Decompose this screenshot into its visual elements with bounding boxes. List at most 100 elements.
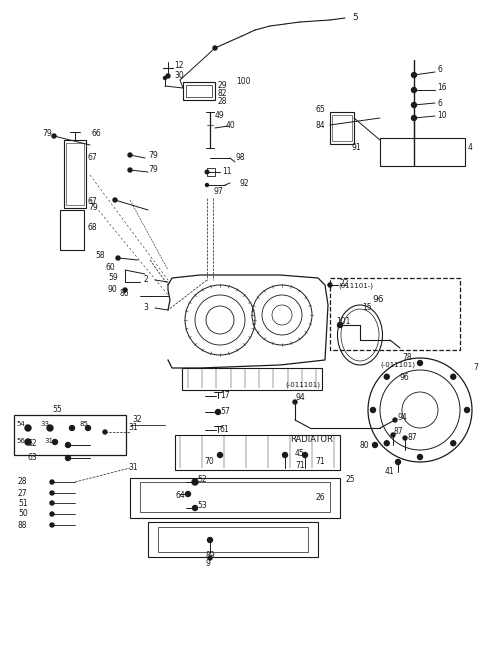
- Circle shape: [384, 441, 389, 446]
- Text: 90: 90: [107, 286, 117, 295]
- Text: 15: 15: [362, 303, 372, 312]
- Text: 50: 50: [18, 510, 28, 519]
- Text: 33: 33: [40, 421, 49, 427]
- Text: 52: 52: [197, 474, 206, 483]
- Text: 27: 27: [18, 489, 28, 498]
- Circle shape: [411, 88, 417, 92]
- Text: 16: 16: [437, 83, 446, 92]
- Text: 89: 89: [205, 552, 215, 561]
- Text: 79: 79: [148, 164, 158, 174]
- Bar: [158, 527, 308, 552]
- Circle shape: [65, 443, 71, 447]
- Circle shape: [50, 501, 54, 505]
- Bar: [183, 82, 215, 100]
- Circle shape: [50, 512, 54, 516]
- Text: 70: 70: [204, 457, 214, 466]
- Text: 60: 60: [105, 263, 115, 272]
- Ellipse shape: [341, 309, 379, 361]
- Text: 101: 101: [336, 318, 350, 326]
- Circle shape: [216, 409, 220, 415]
- Text: 53: 53: [197, 502, 207, 510]
- Text: 88: 88: [18, 521, 27, 529]
- Text: RADIATOR: RADIATOR: [290, 436, 333, 445]
- Text: 17: 17: [220, 392, 229, 400]
- Circle shape: [47, 425, 53, 431]
- Text: 26: 26: [315, 493, 324, 502]
- Text: 68: 68: [88, 223, 97, 233]
- Text: 79: 79: [148, 151, 158, 160]
- Text: 66: 66: [92, 128, 102, 138]
- Bar: [330, 112, 354, 144]
- Circle shape: [205, 183, 208, 187]
- Text: 79: 79: [42, 130, 52, 138]
- Text: 96: 96: [400, 373, 410, 381]
- Bar: [140, 482, 330, 512]
- Circle shape: [328, 283, 332, 287]
- Text: 87: 87: [408, 434, 418, 443]
- Text: (011101-): (011101-): [338, 283, 373, 290]
- Ellipse shape: [337, 305, 383, 365]
- Text: 29: 29: [218, 81, 228, 90]
- Text: 31: 31: [128, 462, 138, 472]
- Text: 82: 82: [218, 88, 228, 98]
- Circle shape: [166, 74, 170, 78]
- Bar: [186, 85, 212, 97]
- Circle shape: [25, 439, 31, 445]
- Bar: [207, 168, 215, 176]
- Text: (-011101): (-011101): [285, 382, 320, 388]
- Circle shape: [50, 480, 54, 484]
- Bar: [64, 140, 86, 208]
- Text: 65: 65: [316, 105, 326, 115]
- Bar: [130, 478, 340, 518]
- Text: 71: 71: [315, 457, 324, 466]
- Circle shape: [192, 506, 197, 510]
- Circle shape: [116, 256, 120, 260]
- Circle shape: [25, 425, 31, 431]
- Circle shape: [396, 460, 400, 464]
- Circle shape: [418, 360, 422, 365]
- Bar: [175, 435, 340, 470]
- Text: 58: 58: [95, 250, 105, 259]
- Text: 85: 85: [80, 421, 89, 427]
- Text: 51: 51: [18, 498, 28, 508]
- Circle shape: [384, 374, 389, 379]
- Circle shape: [337, 322, 343, 328]
- Circle shape: [411, 115, 417, 121]
- Text: 41: 41: [385, 468, 395, 476]
- Text: 63: 63: [28, 453, 38, 462]
- Text: 55: 55: [52, 405, 62, 415]
- Circle shape: [103, 430, 107, 434]
- Text: 5: 5: [352, 14, 358, 22]
- Circle shape: [217, 453, 223, 457]
- Text: 6: 6: [437, 98, 442, 107]
- Text: 91: 91: [352, 143, 361, 153]
- Circle shape: [65, 455, 71, 460]
- Text: 84: 84: [316, 121, 325, 130]
- Circle shape: [113, 198, 117, 202]
- Circle shape: [185, 491, 191, 496]
- Text: 64: 64: [175, 491, 185, 500]
- Circle shape: [85, 426, 91, 430]
- Circle shape: [128, 153, 132, 157]
- Circle shape: [451, 441, 456, 446]
- Text: 94: 94: [397, 413, 407, 422]
- Circle shape: [50, 491, 54, 495]
- Text: 30: 30: [174, 71, 184, 81]
- Text: 59: 59: [108, 274, 118, 282]
- Text: 25: 25: [345, 476, 355, 485]
- Text: 7: 7: [473, 362, 478, 371]
- Text: 31: 31: [44, 438, 53, 444]
- Text: 56: 56: [16, 438, 25, 444]
- Bar: [332, 115, 352, 141]
- Text: 9: 9: [205, 559, 210, 569]
- Circle shape: [52, 440, 58, 445]
- Text: 92: 92: [240, 179, 250, 187]
- Circle shape: [164, 77, 167, 79]
- Text: 97: 97: [214, 187, 224, 195]
- Text: (-011101): (-011101): [380, 362, 415, 368]
- Text: 78: 78: [402, 354, 412, 362]
- Text: 79: 79: [88, 202, 98, 212]
- Text: 49: 49: [215, 111, 225, 119]
- Text: 40: 40: [226, 121, 236, 130]
- Text: 80: 80: [360, 441, 370, 449]
